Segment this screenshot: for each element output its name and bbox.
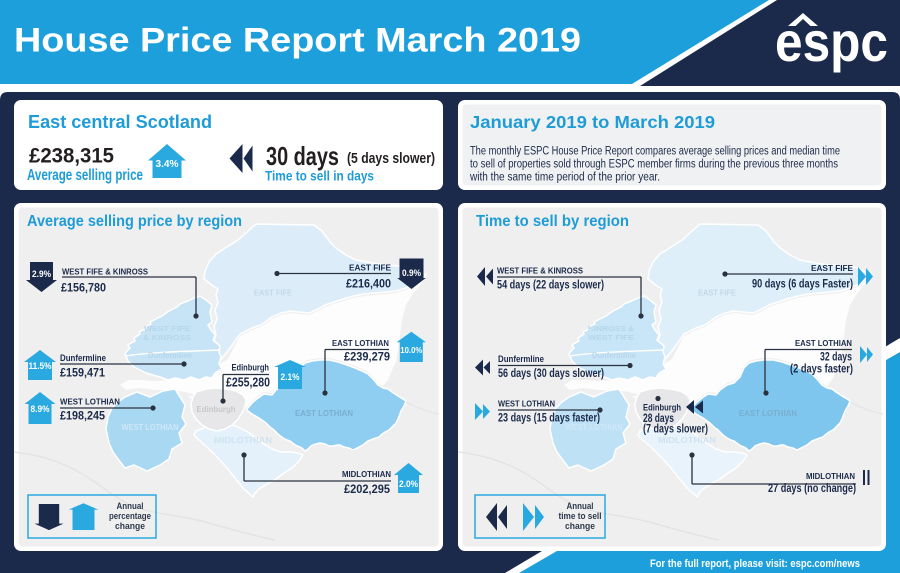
svg-text:to sell of properties sold thr: to sell of properties sold through ESPC … [470, 159, 838, 171]
svg-text:House Price Report March 2019: House Price Report March 2019 [14, 22, 581, 60]
svg-text:WEST LOTHIAN: WEST LOTHIAN [566, 423, 623, 432]
svg-text:EAST LOTHIAN: EAST LOTHIAN [295, 408, 353, 418]
svg-text:56 days (30 days slower): 56 days (30 days slower) [498, 366, 604, 380]
svg-text:90 days (6 days Faster): 90 days (6 days Faster) [752, 277, 853, 291]
svg-text:54 days (22 days slower): 54 days (22 days slower) [497, 278, 604, 292]
svg-text:28 days: 28 days [643, 411, 674, 425]
svg-text:8.9%: 8.9% [31, 404, 50, 414]
svg-text:espc: espc [775, 10, 888, 73]
svg-text:EAST LOTHIAN: EAST LOTHIAN [739, 408, 797, 418]
svg-text:January 2019 to March 2019: January 2019 to March 2019 [470, 112, 715, 132]
svg-text:£156,780: £156,780 [61, 281, 106, 295]
svg-text:WEST FIFE: WEST FIFE [144, 324, 190, 333]
svg-text:EAST LOTHIAN: EAST LOTHIAN [332, 338, 389, 348]
svg-text:MIDLOTHIAN: MIDLOTHIAN [806, 471, 855, 481]
svg-text:KINROSS &: KINROSS & [588, 324, 635, 333]
svg-text:30 days: 30 days [266, 141, 339, 171]
svg-text:Dunfermline: Dunfermline [498, 354, 544, 364]
svg-text:£239,279: £239,279 [344, 350, 390, 364]
svg-text:Dunfermline: Dunfermline [60, 353, 106, 363]
svg-text:Average selling price by regio: Average selling price by region [27, 213, 242, 230]
svg-text:For the full report, please vi: For the full report, please visit: espc.… [650, 558, 860, 570]
svg-text:(7 days slower): (7 days slower) [643, 422, 708, 436]
svg-text:MIDLOTHIAN: MIDLOTHIAN [658, 436, 716, 445]
svg-text:£238,315: £238,315 [29, 144, 114, 168]
svg-text:£202,295: £202,295 [344, 482, 390, 496]
svg-text:WEST LOTHIAN: WEST LOTHIAN [498, 399, 555, 409]
svg-text:WEST LOTHIAN: WEST LOTHIAN [60, 397, 120, 407]
svg-text:Time to sell in days: Time to sell in days [265, 168, 374, 184]
svg-text:EAST FIFE: EAST FIFE [811, 263, 853, 273]
svg-text:EAST FIFE: EAST FIFE [698, 288, 736, 298]
svg-text:with the same time period of t: with the same time period of the prior y… [469, 172, 660, 184]
svg-text:£216,400: £216,400 [346, 277, 391, 291]
svg-text:3.4%: 3.4% [156, 158, 180, 170]
svg-text:WEST FIFE & KINROSS: WEST FIFE & KINROSS [497, 266, 583, 276]
svg-text:Edinburgh: Edinburgh [197, 405, 236, 414]
svg-text:The monthly ESPC House Price R: The monthly ESPC House Price Report comp… [470, 146, 840, 158]
svg-text:2.1%: 2.1% [281, 372, 300, 382]
svg-text:MIDLOTHIAN: MIDLOTHIAN [214, 436, 272, 445]
svg-text:£159,471: £159,471 [60, 366, 105, 380]
svg-text:0.9%: 0.9% [402, 268, 421, 278]
svg-text:32 days: 32 days [820, 350, 852, 364]
svg-text:EAST FIFE: EAST FIFE [254, 288, 292, 298]
svg-text:EAST LOTHIAN: EAST LOTHIAN [795, 338, 852, 348]
svg-text:Average selling price: Average selling price [27, 167, 143, 184]
svg-text:Edinburgh: Edinburgh [643, 403, 681, 414]
svg-text:EAST FIFE: EAST FIFE [349, 263, 391, 273]
svg-text:(5 days slower): (5 days slower) [347, 151, 435, 167]
svg-text:Annual: Annual [117, 501, 144, 511]
svg-text:Dunfermline: Dunfermline [592, 351, 637, 360]
svg-text:2.0%: 2.0% [399, 479, 418, 489]
svg-text:2.9%: 2.9% [32, 269, 51, 279]
svg-text:Time to sell by region: Time to sell by region [476, 213, 629, 230]
svg-text:27 days (no change): 27 days (no change) [768, 481, 856, 495]
svg-text:£198,245: £198,245 [60, 409, 105, 423]
svg-text:MIDLOTHIAN: MIDLOTHIAN [342, 469, 391, 479]
svg-text:percentage: percentage [109, 511, 151, 521]
svg-text:£255,280: £255,280 [226, 376, 270, 390]
svg-text:time to sell: time to sell [559, 511, 602, 521]
svg-text:(2 days faster): (2 days faster) [790, 362, 853, 376]
svg-text:10.0%: 10.0% [400, 345, 422, 355]
svg-text:WEST FIFE & KINROSS: WEST FIFE & KINROSS [62, 267, 148, 277]
svg-text:Annual: Annual [567, 501, 594, 511]
svg-text:change: change [565, 521, 595, 531]
svg-text:23 days (15 days faster): 23 days (15 days faster) [498, 411, 600, 425]
svg-text:WEST FIFE: WEST FIFE [588, 333, 634, 342]
svg-text:Edinburgh: Edinburgh [232, 363, 270, 374]
svg-text:& KINROSS: & KINROSS [143, 333, 191, 342]
svg-text:Dunfermline: Dunfermline [148, 351, 193, 360]
svg-text:WEST LOTHIAN: WEST LOTHIAN [122, 423, 179, 432]
svg-text:change: change [115, 521, 145, 531]
svg-text:East central Scotland: East central Scotland [28, 112, 212, 132]
svg-text:11.5%: 11.5% [29, 361, 52, 371]
